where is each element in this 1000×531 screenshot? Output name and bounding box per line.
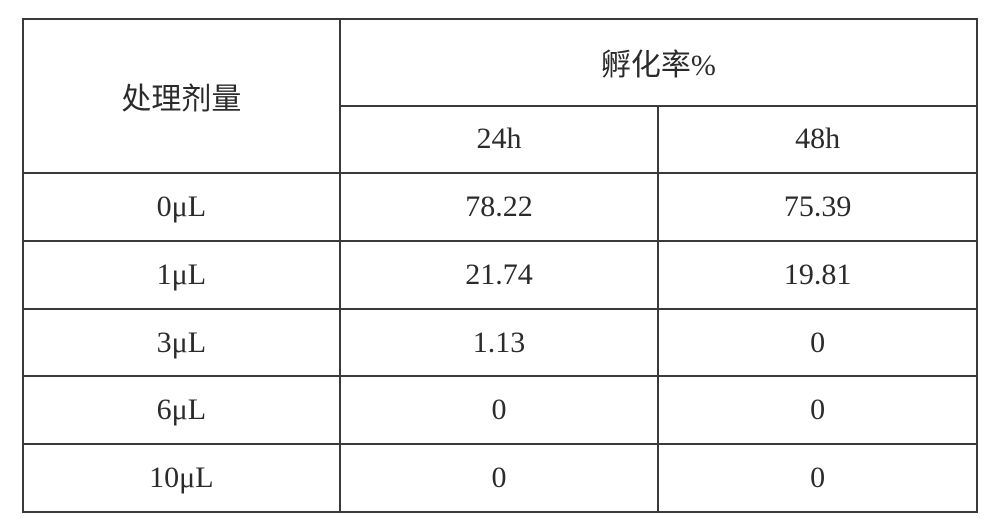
table-container: 处理剂量 孵化率% 24h 48h 0μL 78.22 75.39 1μL 21… (0, 0, 1000, 531)
cell-dose: 3μL (23, 309, 340, 377)
cell-24h: 21.74 (340, 241, 659, 309)
table-row: 0μL 78.22 75.39 (23, 173, 977, 241)
header-48h: 48h (658, 106, 977, 174)
table-row: 1μL 21.74 19.81 (23, 241, 977, 309)
cell-dose: 1μL (23, 241, 340, 309)
cell-48h: 0 (658, 444, 977, 512)
cell-dose: 0μL (23, 173, 340, 241)
hatch-rate-table: 处理剂量 孵化率% 24h 48h 0μL 78.22 75.39 1μL 21… (22, 18, 978, 513)
table-row: 10μL 0 0 (23, 444, 977, 512)
cell-24h: 1.13 (340, 309, 659, 377)
header-rate: 孵化率% (340, 19, 977, 106)
header-24h: 24h (340, 106, 659, 174)
cell-dose: 10μL (23, 444, 340, 512)
cell-48h: 0 (658, 309, 977, 377)
header-dose: 处理剂量 (23, 19, 340, 173)
cell-24h: 0 (340, 376, 659, 444)
header-row-1: 处理剂量 孵化率% (23, 19, 977, 106)
table-row: 6μL 0 0 (23, 376, 977, 444)
table-row: 3μL 1.13 0 (23, 309, 977, 377)
cell-48h: 19.81 (658, 241, 977, 309)
cell-24h: 78.22 (340, 173, 659, 241)
cell-48h: 75.39 (658, 173, 977, 241)
cell-48h: 0 (658, 376, 977, 444)
cell-24h: 0 (340, 444, 659, 512)
cell-dose: 6μL (23, 376, 340, 444)
